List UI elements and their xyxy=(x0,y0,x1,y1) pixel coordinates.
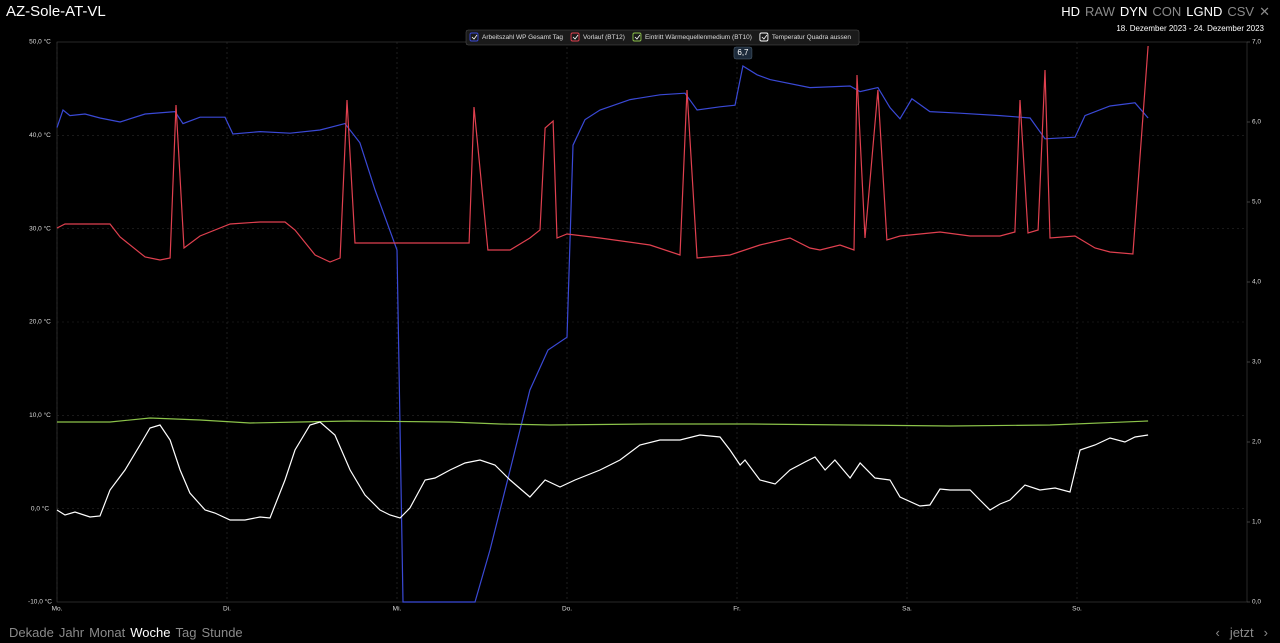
range-button[interactable]: Tag xyxy=(175,625,197,640)
legend-swatch xyxy=(570,32,580,42)
legend-label: Eintritt Wärmequellenmedium (BT10) xyxy=(645,34,752,41)
series-line xyxy=(56,45,1149,263)
range-button[interactable]: Woche xyxy=(130,625,171,640)
x-tick-label: Di. xyxy=(223,606,231,613)
range-bar: Dekade Jahr Monat Woche Tag Stunde xyxy=(9,625,243,640)
y2-tick-label: 0,0 xyxy=(1252,599,1261,606)
annotation-label: 6,7 xyxy=(737,48,749,57)
legend-swatch xyxy=(759,32,769,42)
range-button[interactable]: Monat xyxy=(89,625,126,640)
x-tick-label: Mi. xyxy=(393,606,402,613)
mode-button[interactable]: CON xyxy=(1152,4,1182,19)
mode-button[interactable]: CSV xyxy=(1227,4,1255,19)
y-tick-label: -10,0 °C xyxy=(28,598,52,606)
mode-button[interactable]: HD xyxy=(1061,4,1081,19)
legend-label: Temperatur Quadra aussen xyxy=(772,34,852,41)
y-tick-label: 10,0 °C xyxy=(29,411,51,419)
y-tick-label: 30,0 °C xyxy=(29,224,51,232)
x-tick-label: Fr. xyxy=(733,606,741,613)
mode-button[interactable]: LGND xyxy=(1186,4,1223,19)
mode-button[interactable]: RAW xyxy=(1085,4,1115,19)
legend-check xyxy=(761,34,768,40)
mode-button[interactable]: DYN xyxy=(1119,4,1148,19)
y2-tick-label: 7,0 xyxy=(1252,39,1261,46)
legend-check xyxy=(471,34,478,40)
prev-button[interactable]: ‹ xyxy=(1215,625,1220,640)
close-button[interactable]: ✕ xyxy=(1259,4,1270,19)
legend-check xyxy=(572,34,579,40)
legend-label: Vorlauf (BT12) xyxy=(583,34,625,41)
x-tick-label: Do. xyxy=(562,606,572,613)
y-tick-label: 50,0 °C xyxy=(29,38,51,46)
range-button[interactable]: Dekade xyxy=(9,625,54,640)
legend: Arbeitszahl WP Gesamt Tag Vorlauf (BT12) E… xyxy=(465,29,860,46)
series-line xyxy=(56,421,1149,521)
x-tick-label: Mo. xyxy=(52,606,63,613)
next-button[interactable]: › xyxy=(1263,625,1268,640)
legend-swatch xyxy=(632,32,642,42)
x-tick-label: So. xyxy=(1072,606,1082,613)
y2-tick-label: 5,0 xyxy=(1252,199,1261,206)
range-button[interactable]: Stunde xyxy=(201,625,243,640)
y2-tick-label: 6,0 xyxy=(1252,119,1261,126)
series-line xyxy=(57,417,1149,427)
y2-tick-label: 1,0 xyxy=(1252,519,1261,526)
y2-tick-label: 4,0 xyxy=(1252,279,1261,286)
annotation-box xyxy=(733,46,753,60)
legend-label: Arbeitszahl WP Gesamt Tag xyxy=(482,34,563,41)
y-tick-label: 20,0 °C xyxy=(29,318,51,326)
now-button[interactable]: jetzt xyxy=(1229,625,1254,640)
y2-tick-label: 3,0 xyxy=(1252,359,1261,366)
legend-check xyxy=(634,34,641,40)
mode-bar: HD RAW DYN CON LGND CSV ✕ xyxy=(1061,4,1270,20)
series-line xyxy=(56,65,1149,603)
page-title: AZ-Sole-AT-VL xyxy=(6,3,106,20)
y-tick-label: 0,0 °C xyxy=(31,504,49,512)
x-tick-label: Sa. xyxy=(902,606,912,613)
range-button[interactable]: Jahr xyxy=(58,625,85,640)
legend-swatch xyxy=(469,32,479,42)
y-tick-label: 40,0 °C xyxy=(29,131,51,139)
nav: ‹ jetzt › xyxy=(1215,625,1268,640)
y2-tick-label: 2,0 xyxy=(1252,439,1261,446)
date-range: 18. Dezember 2023 - 24. Dezember 2023 xyxy=(1116,24,1264,33)
